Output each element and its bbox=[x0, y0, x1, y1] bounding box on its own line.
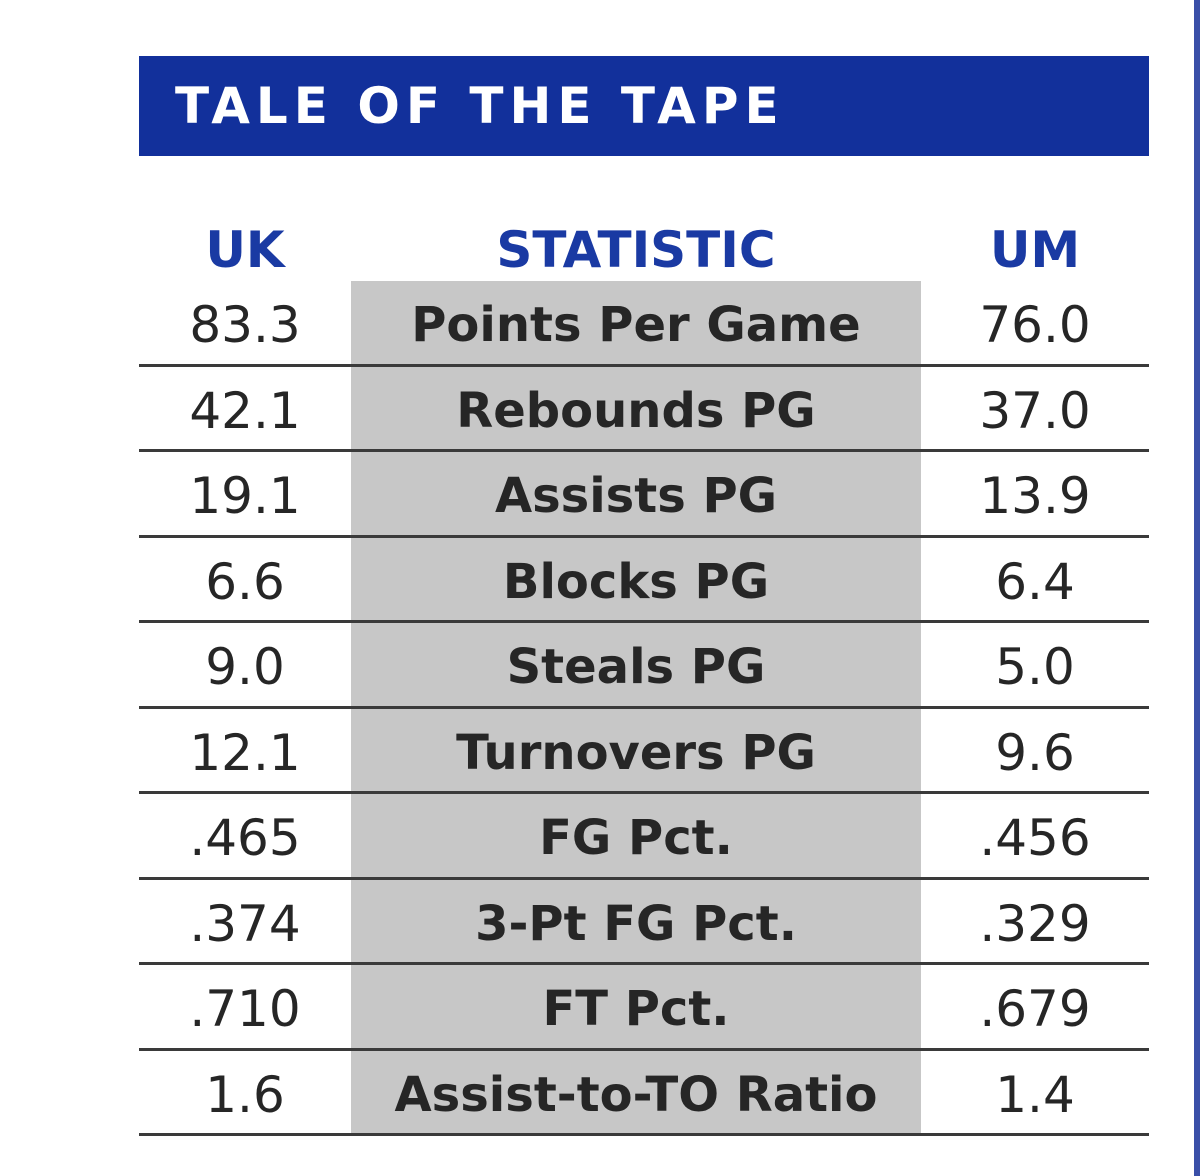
header-uk: UK bbox=[205, 221, 285, 279]
uk-value: 83.3 bbox=[189, 296, 301, 354]
uk-value: 6.6 bbox=[205, 552, 285, 611]
um-value: 1.4 bbox=[995, 1065, 1075, 1124]
statistic-label: Rebounds PG bbox=[456, 382, 816, 439]
statistic-label: FT Pct. bbox=[542, 981, 730, 1037]
table-row: .374 3-Pt FG Pct. .329 bbox=[139, 880, 1149, 965]
uk-value: .710 bbox=[189, 980, 301, 1038]
statistic-label: 3-Pt FG Pct. bbox=[475, 895, 797, 952]
column-header-row: UK STATISTIC UM bbox=[139, 218, 1149, 282]
uk-value: 1.6 bbox=[205, 1065, 285, 1124]
um-value: 9.6 bbox=[995, 723, 1075, 782]
title-bar: TALE OF THE TAPE bbox=[139, 56, 1149, 156]
statistic-column-shade bbox=[351, 281, 921, 1136]
statistic-label: Steals PG bbox=[506, 639, 766, 695]
uk-value: .465 bbox=[189, 809, 301, 867]
um-value: 13.9 bbox=[979, 467, 1091, 525]
tale-of-the-tape-panel: TALE OF THE TAPE UK STATISTIC UM 83.3 Po… bbox=[139, 56, 1149, 1136]
table-row: 83.3 Points Per Game 76.0 bbox=[139, 281, 1149, 367]
table-row: 6.6 Blocks PG 6.4 bbox=[139, 538, 1149, 623]
table-row: 1.6 Assist-to-TO Ratio 1.4 bbox=[139, 1051, 1149, 1136]
uk-value: .374 bbox=[189, 894, 301, 953]
um-value: 76.0 bbox=[979, 296, 1091, 354]
table-row: 42.1 Rebounds PG 37.0 bbox=[139, 367, 1149, 452]
statistic-label: FG Pct. bbox=[539, 810, 733, 866]
page-edge-rule bbox=[1194, 0, 1200, 1176]
um-value: 6.4 bbox=[995, 552, 1075, 611]
panel-title: TALE OF THE TAPE bbox=[175, 77, 785, 135]
uk-value: 42.1 bbox=[189, 381, 301, 440]
table-row: 19.1 Assists PG 13.9 bbox=[139, 452, 1149, 538]
table-row: .710 FT Pct. .679 bbox=[139, 965, 1149, 1051]
statistic-label: Turnovers PG bbox=[456, 724, 816, 781]
uk-value: 9.0 bbox=[205, 638, 285, 696]
table-row: 12.1 Turnovers PG 9.6 bbox=[139, 709, 1149, 794]
um-value: .679 bbox=[979, 980, 1091, 1038]
um-value: .456 bbox=[979, 809, 1091, 867]
um-value: .329 bbox=[979, 894, 1091, 953]
table-row: .465 FG Pct. .456 bbox=[139, 794, 1149, 880]
header-um: UM bbox=[989, 221, 1081, 279]
statistic-label: Assist-to-TO Ratio bbox=[394, 1066, 878, 1123]
statistic-label: Points Per Game bbox=[411, 297, 861, 353]
table-row: 9.0 Steals PG 5.0 bbox=[139, 623, 1149, 709]
uk-value: 12.1 bbox=[189, 723, 301, 782]
um-value: 5.0 bbox=[995, 638, 1075, 696]
um-value: 37.0 bbox=[979, 381, 1091, 440]
statistic-label: Assists PG bbox=[494, 468, 778, 524]
stats-table: 83.3 Points Per Game 76.0 42.1 Rebounds … bbox=[139, 281, 1149, 1136]
header-statistic: STATISTIC bbox=[496, 221, 776, 279]
statistic-label: Blocks PG bbox=[502, 553, 770, 610]
uk-value: 19.1 bbox=[189, 467, 301, 525]
